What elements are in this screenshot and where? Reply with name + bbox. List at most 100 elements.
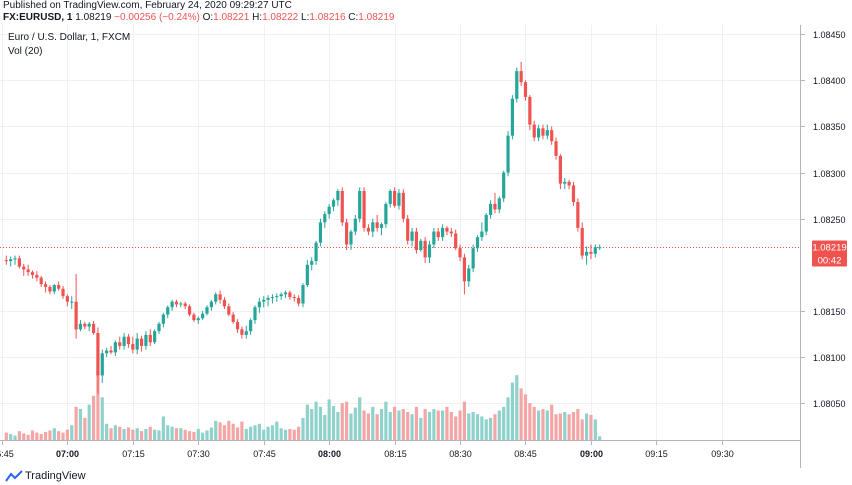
volume-bar [218, 422, 222, 440]
volume-bar [57, 431, 61, 440]
tradingview-brand[interactable]: TradingView [25, 470, 86, 482]
volume-bar [105, 423, 109, 440]
volume-bar [449, 412, 453, 440]
volume-bar [589, 414, 593, 440]
candle-body [209, 301, 213, 308]
candle-body [484, 214, 488, 232]
candle-body [510, 98, 515, 136]
volume-bar [292, 429, 296, 440]
candle-body [406, 218, 410, 241]
volume-bar [187, 431, 192, 440]
volume-bar [345, 401, 349, 440]
candle-body [283, 292, 288, 295]
candle-body [467, 268, 471, 282]
volume-bar [536, 410, 541, 440]
plot-area[interactable] [0, 25, 800, 440]
volume-bar [323, 414, 327, 440]
volume-bar [126, 427, 131, 440]
volume-bar [148, 426, 152, 440]
volume-bar [131, 429, 135, 440]
volume-bar [584, 413, 589, 440]
candle-body [192, 314, 196, 321]
time-tick-label: 08:45 [514, 449, 537, 459]
time-tick-label: 08:15 [384, 449, 407, 459]
candle-body [558, 155, 563, 184]
price-tick-label: 1.08100 [813, 353, 846, 363]
volume-bar [135, 428, 139, 440]
last-price-tag: 1.08219 00:42 [812, 240, 847, 267]
candle-body [375, 222, 379, 228]
candle-body [554, 141, 558, 156]
volume-bar [502, 406, 506, 440]
volume-bar [109, 428, 113, 440]
volume-bar [196, 428, 200, 440]
volume-bar [523, 394, 528, 440]
volume-bar [279, 428, 283, 440]
volume-bar [388, 412, 392, 440]
candle-body [362, 191, 366, 228]
price-change: −0.00256 (−0.24%) [114, 12, 200, 23]
candle-body [502, 172, 506, 199]
volume-bar [249, 426, 253, 440]
candle-body [427, 244, 432, 258]
volume-bar [179, 428, 183, 440]
candle-body [528, 96, 532, 125]
candle-body [371, 222, 375, 232]
candle-body [288, 292, 292, 298]
tradingview-logo-icon [5, 470, 23, 482]
volume-bar [406, 412, 410, 440]
volume-bar [275, 421, 279, 440]
candle-body [275, 296, 279, 298]
volume-bar [375, 414, 379, 440]
candle-body [358, 191, 362, 219]
close-label: C: [348, 12, 359, 23]
volume-bar [340, 403, 344, 440]
volume-bar [401, 409, 405, 440]
low-label: L: [301, 12, 310, 23]
candle-body [266, 297, 270, 300]
volume-bar [419, 417, 423, 440]
volume-bar [554, 414, 558, 440]
volume-bar [78, 409, 83, 440]
volume-bar [65, 429, 69, 440]
volume-bar [358, 397, 362, 440]
candle-body [4, 260, 8, 262]
volume-bar [26, 434, 30, 440]
volume-bar [471, 412, 475, 440]
candle-body [493, 203, 497, 210]
candle-body [174, 301, 179, 305]
volume-bar [283, 429, 288, 440]
candle-body [131, 344, 135, 350]
volume-bar [563, 412, 567, 440]
volume-bar [519, 388, 523, 440]
candle-body [414, 231, 419, 251]
volume-bar [510, 382, 515, 440]
price-axis[interactable]: 1.08450 1.08400 1.08350 1.08300 1.08250 1.081… [800, 30, 846, 409]
candle-body [262, 299, 266, 302]
volume-bar [558, 413, 563, 440]
candle-body [22, 266, 26, 270]
time-axis[interactable]: 06:45 07:00 07:15 07:30 07:45 08:00 08:15 08:30… [0, 440, 734, 459]
candle-body [13, 258, 17, 260]
candle-body [139, 338, 144, 346]
candle-body [323, 214, 327, 223]
volume-bar [593, 419, 597, 440]
price-chart[interactable]: 1.08450 1.08400 1.08350 1.08300 1.08250 1.081… [0, 25, 852, 468]
published-line: Published on TradingView.com, February 2… [3, 0, 292, 11]
volume-bar [240, 421, 244, 440]
volume-bar [144, 428, 148, 440]
candle-body [393, 191, 397, 206]
volume-bar [393, 406, 397, 440]
volume-bar [506, 397, 510, 440]
volume-bar [96, 370, 100, 440]
close-value: 1.08219 [358, 12, 395, 23]
candle-body [401, 192, 405, 219]
candle-body [43, 284, 48, 287]
high-label: H: [252, 12, 263, 23]
volume-bar [550, 404, 554, 440]
volume-bar [397, 410, 401, 440]
volume-bar [488, 417, 493, 440]
candle-body [231, 314, 235, 322]
candle-body [270, 297, 275, 299]
volume-bar [458, 410, 462, 440]
